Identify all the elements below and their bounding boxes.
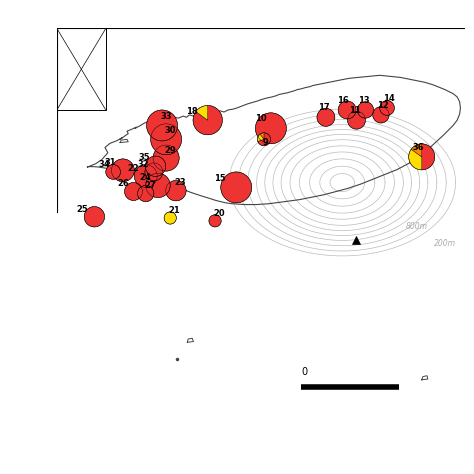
Wedge shape xyxy=(422,144,435,170)
Wedge shape xyxy=(258,133,271,146)
Wedge shape xyxy=(373,107,389,123)
Text: 18: 18 xyxy=(186,107,198,116)
Text: 34: 34 xyxy=(98,160,110,169)
Wedge shape xyxy=(146,173,170,198)
Text: 32: 32 xyxy=(138,160,149,169)
Text: 29: 29 xyxy=(164,146,176,155)
Wedge shape xyxy=(146,156,166,176)
Wedge shape xyxy=(209,215,221,227)
Text: 16: 16 xyxy=(337,96,349,105)
Wedge shape xyxy=(193,106,222,135)
Wedge shape xyxy=(166,181,186,201)
Wedge shape xyxy=(125,182,143,201)
Text: 22: 22 xyxy=(128,164,139,173)
Text: 15: 15 xyxy=(214,174,226,183)
Wedge shape xyxy=(106,164,120,179)
Wedge shape xyxy=(84,207,105,227)
Wedge shape xyxy=(338,101,356,119)
Text: 30: 30 xyxy=(164,126,176,135)
Text: 10: 10 xyxy=(255,114,266,123)
Wedge shape xyxy=(255,113,286,144)
Wedge shape xyxy=(409,149,422,170)
Wedge shape xyxy=(137,185,154,202)
Text: 20: 20 xyxy=(213,209,225,218)
Wedge shape xyxy=(164,212,176,224)
Text: 35: 35 xyxy=(138,153,150,162)
Text: 23: 23 xyxy=(174,178,186,187)
Text: 13: 13 xyxy=(357,96,369,105)
Wedge shape xyxy=(317,109,335,126)
Text: 21: 21 xyxy=(168,206,180,215)
Text: 17: 17 xyxy=(318,103,330,112)
Text: 800m: 800m xyxy=(405,222,428,231)
Text: 200m: 200m xyxy=(434,239,456,248)
Text: 12: 12 xyxy=(377,101,389,110)
Wedge shape xyxy=(260,133,264,139)
Text: 0: 0 xyxy=(301,367,308,377)
Text: 24: 24 xyxy=(140,173,152,182)
Text: 26: 26 xyxy=(118,179,129,188)
Wedge shape xyxy=(357,102,374,118)
Wedge shape xyxy=(146,110,178,141)
Text: 25: 25 xyxy=(76,204,88,213)
Text: 33: 33 xyxy=(160,112,172,121)
Text: 36: 36 xyxy=(413,143,424,152)
Text: 9: 9 xyxy=(263,137,269,146)
Wedge shape xyxy=(347,111,365,129)
Wedge shape xyxy=(151,124,182,155)
Wedge shape xyxy=(153,145,179,171)
Wedge shape xyxy=(221,172,252,203)
Text: 14: 14 xyxy=(383,94,395,103)
Wedge shape xyxy=(380,100,394,115)
Wedge shape xyxy=(111,159,134,182)
Wedge shape xyxy=(145,163,163,181)
Text: 27: 27 xyxy=(144,181,155,190)
Text: 31: 31 xyxy=(105,158,117,167)
Wedge shape xyxy=(411,144,422,157)
Wedge shape xyxy=(134,164,157,187)
Text: 11: 11 xyxy=(348,106,360,115)
Wedge shape xyxy=(257,134,264,141)
Wedge shape xyxy=(196,106,208,120)
